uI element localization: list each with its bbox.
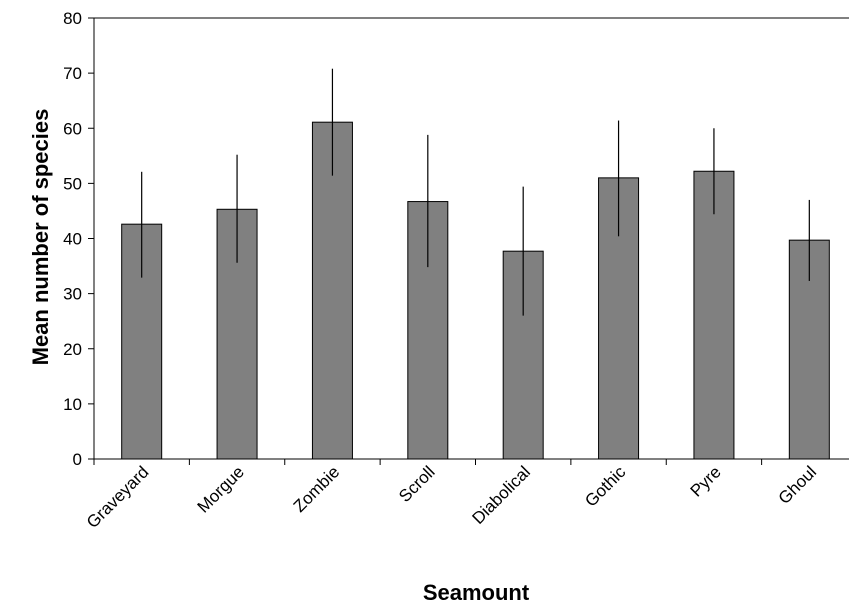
y-tick-label-0: 0	[73, 450, 82, 469]
error-bars-layer	[141, 68, 810, 316]
y-tick-label-10: 10	[63, 395, 82, 414]
y-tick-label-30: 30	[63, 285, 82, 304]
x-axis-title: Seamount	[423, 580, 530, 605]
y-tick-label-70: 70	[63, 64, 82, 83]
y-tick-label-50: 50	[63, 174, 82, 193]
y-tick-label-40: 40	[63, 230, 82, 249]
y-tick-label-20: 20	[63, 340, 82, 359]
y-axis-title: Mean number of species	[28, 109, 53, 366]
x-tick-label-pyre: Pyre	[687, 462, 725, 500]
x-tick-label-scroll: Scroll	[395, 462, 438, 505]
x-tick-label-gothic: Gothic	[581, 462, 630, 511]
x-tick-label-zombie: Zombie	[290, 462, 344, 516]
x-tick-label-morgue: Morgue	[194, 462, 248, 516]
y-tick-label-60: 60	[63, 119, 82, 138]
bar-pyre	[693, 170, 735, 460]
y-tick-label-80: 80	[63, 9, 82, 28]
x-tick-label-ghoul: Ghoul	[775, 462, 821, 508]
bars-layer	[121, 121, 830, 460]
x-tick-label-diabolical: Diabolical	[468, 462, 534, 528]
x-tick-label-graveyard: Graveyard	[83, 462, 153, 532]
